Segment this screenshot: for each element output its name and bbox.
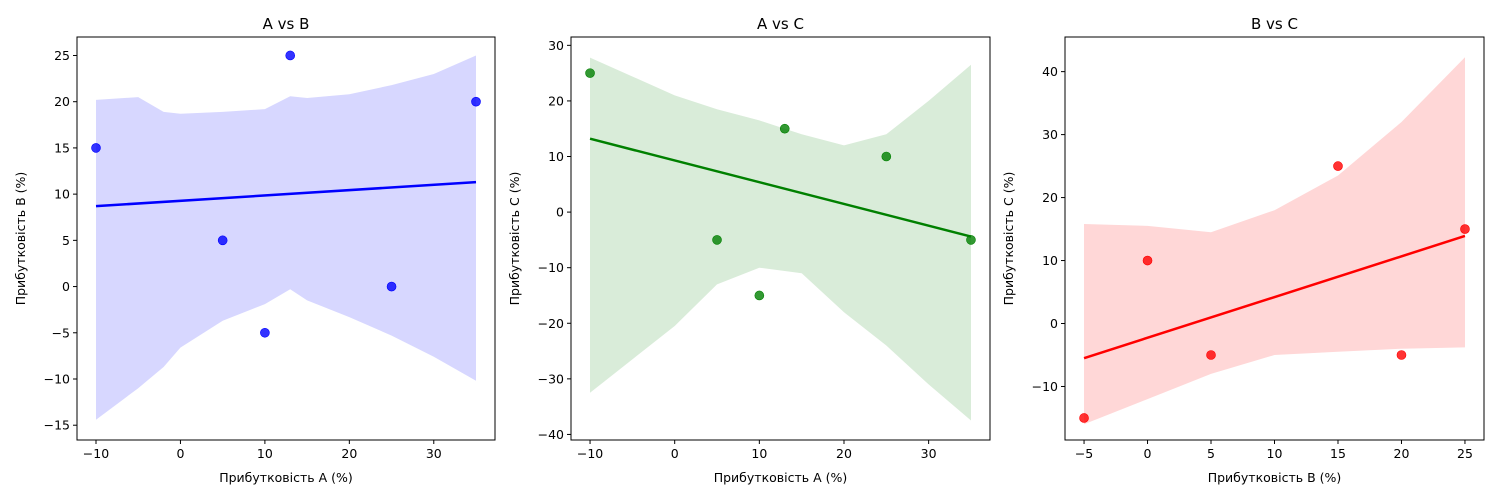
x-tick-label: 25 (1457, 446, 1473, 461)
data-point (881, 151, 892, 162)
data-point (285, 50, 296, 61)
y-tick-label: 0 (62, 279, 70, 294)
y-tick-label: −40 (538, 427, 564, 442)
x-tick-label: 20 (836, 446, 852, 461)
y-tick-label: 25 (54, 48, 70, 63)
confidence-band (96, 55, 476, 420)
data-point (585, 68, 595, 78)
y-tick-label: 30 (548, 38, 564, 53)
subplot-2: −10 0 10 20 30 −40 −30 −20 −10 0 10 20 30 A vs C Прибу… (507, 15, 991, 485)
y-tick-label: 30 (1042, 127, 1058, 142)
x-tick-label: 0 (1144, 446, 1152, 461)
x-tick-label: 5 (1207, 446, 1215, 461)
x-tick-label: 30 (921, 446, 937, 461)
y-axis-label: Прибутковість C (%) (507, 172, 522, 306)
regression-line (589, 137, 972, 238)
subplot-3: −5 0 5 10 15 20 25 −10 0 10 20 30 40 B vs C Прибуткові… (1001, 15, 1485, 485)
x-tick-label: 30 (426, 446, 442, 461)
x-tick-label: −10 (577, 446, 603, 461)
x-tick-label: 10 (257, 446, 273, 461)
data-point (1206, 350, 1216, 360)
x-tick-label: 15 (1330, 446, 1346, 461)
y-tick-label: −10 (1032, 379, 1058, 394)
y-tick-label: −5 (52, 325, 70, 340)
x-tick-label: 10 (751, 446, 767, 461)
data-point (754, 290, 765, 301)
data-point (91, 143, 101, 153)
y-tick-label: 20 (548, 93, 564, 108)
data-point (260, 327, 270, 338)
y-tick-label: 15 (54, 140, 70, 155)
regression-line (95, 180, 477, 208)
y-tick-label: 0 (1050, 316, 1058, 331)
x-axis-label: Прибутковість A (%) (714, 470, 848, 485)
y-tick-label: 0 (556, 205, 564, 220)
data-point (712, 235, 722, 245)
data-point (471, 96, 481, 107)
y-tick-label: −30 (538, 371, 564, 386)
data-point (386, 281, 397, 292)
subplot-title: A vs C (757, 15, 804, 33)
x-axis-label: Прибутковість B (%) (1208, 470, 1342, 485)
confidence-band (1084, 57, 1465, 425)
y-tick-label: −10 (538, 260, 564, 275)
data-point (1460, 224, 1470, 234)
y-tick-label: −20 (538, 316, 564, 331)
x-tick-label: 0 (176, 446, 184, 461)
y-tick-label: 5 (62, 233, 70, 248)
axes-frame (570, 36, 991, 441)
data-point (217, 235, 228, 246)
subplot-title: B vs C (1251, 15, 1298, 33)
y-tick-label: 10 (548, 149, 564, 164)
x-axis-label: Прибутковість A (%) (219, 470, 353, 485)
y-tick-label: 40 (1042, 64, 1058, 79)
y-tick-label: 20 (54, 94, 70, 109)
y-tick-label: 10 (1042, 253, 1058, 268)
y-axis-label: Прибутковість C (%) (1001, 172, 1016, 306)
data-point (1142, 255, 1153, 266)
data-point (779, 123, 790, 134)
regression-line (1083, 234, 1466, 360)
y-tick-label: 20 (1042, 190, 1058, 205)
x-tick-label: 20 (1394, 446, 1410, 461)
data-point (1396, 350, 1407, 360)
subplot-1: −10 0 10 20 30 −15 −10 −5 0 5 10 15 20 25 A vs B Прибут… (13, 15, 496, 485)
y-tick-label: −10 (44, 371, 70, 386)
data-point (1079, 413, 1089, 423)
confidence-band (590, 57, 971, 421)
x-tick-label: −10 (83, 446, 109, 461)
y-tick-label: −15 (44, 418, 70, 433)
x-tick-label: 10 (1267, 446, 1283, 461)
axes-frame (76, 36, 496, 441)
subplot-title: A vs B (263, 15, 310, 33)
y-axis-label: Прибутковість B (%) (13, 172, 28, 306)
data-point (966, 235, 976, 245)
x-tick-label: 20 (341, 446, 357, 461)
x-tick-label: 0 (671, 446, 679, 461)
x-tick-label: −5 (1075, 446, 1093, 461)
y-tick-label: 10 (54, 187, 70, 202)
data-point (1333, 161, 1343, 171)
